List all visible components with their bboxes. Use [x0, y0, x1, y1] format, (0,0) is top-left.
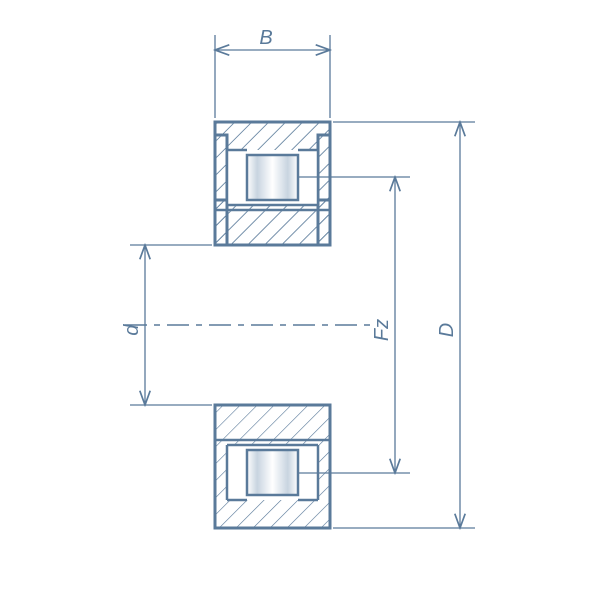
label-B: B	[259, 27, 272, 49]
bearing-diagram: B d Fz D	[0, 0, 600, 600]
label-d: d	[121, 324, 143, 336]
label-D: D	[436, 323, 458, 337]
roller-bottom	[247, 450, 298, 495]
roller-top	[247, 155, 298, 200]
label-Fz: Fz	[371, 319, 393, 341]
